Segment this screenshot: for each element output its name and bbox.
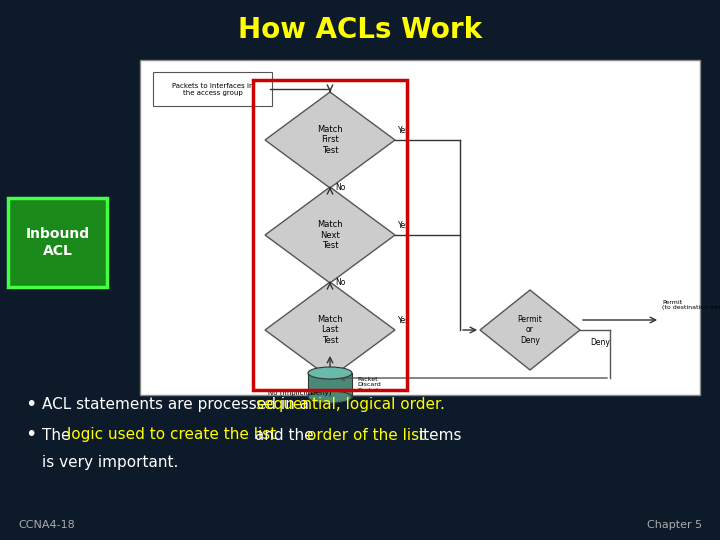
Text: Permit
(to destination interface): Permit (to destination interface) [662, 300, 720, 310]
Text: and the: and the [250, 428, 318, 442]
Text: Yes: Yes [398, 316, 410, 325]
Text: CCNA4-18: CCNA4-18 [18, 520, 75, 530]
Text: Chapter 5: Chapter 5 [647, 520, 702, 530]
Polygon shape [265, 92, 395, 188]
FancyBboxPatch shape [153, 72, 272, 106]
Text: No (Implicit Deny): No (Implicit Deny) [269, 390, 332, 396]
Text: •: • [25, 426, 37, 444]
Text: The: The [42, 428, 76, 442]
Text: Packet
Discard
Bucket: Packet Discard Bucket [357, 377, 381, 393]
Text: Match
First
Test: Match First Test [318, 125, 343, 155]
Text: ACL statements are processed in a: ACL statements are processed in a [42, 397, 314, 413]
Text: Yes: Yes [398, 221, 410, 230]
Text: Match
Next
Test: Match Next Test [318, 220, 343, 250]
Text: How ACLs Work: How ACLs Work [238, 16, 482, 44]
Text: is very important.: is very important. [42, 455, 179, 469]
Polygon shape [265, 187, 395, 283]
Text: •: • [25, 395, 37, 415]
Ellipse shape [308, 367, 352, 379]
Text: sequential, logical order.: sequential, logical order. [256, 397, 445, 413]
Text: Packets to interfaces in
the access group: Packets to interfaces in the access grou… [172, 83, 253, 96]
Ellipse shape [308, 391, 352, 403]
Polygon shape [480, 290, 580, 370]
Text: No: No [335, 278, 346, 287]
Text: No: No [335, 183, 346, 192]
Text: logic used to create the list: logic used to create the list [67, 428, 276, 442]
Text: Match
Last
Test: Match Last Test [318, 315, 343, 345]
FancyBboxPatch shape [308, 373, 352, 397]
FancyBboxPatch shape [140, 60, 700, 395]
Text: Permit
or
Deny: Permit or Deny [518, 315, 542, 345]
Text: Deny: Deny [590, 338, 610, 347]
FancyBboxPatch shape [8, 198, 107, 287]
Text: Inbound
ACL: Inbound ACL [25, 227, 89, 258]
Text: order of the list: order of the list [307, 428, 425, 442]
Text: Yes: Yes [398, 126, 410, 135]
Text: items: items [414, 428, 462, 442]
Polygon shape [265, 282, 395, 378]
